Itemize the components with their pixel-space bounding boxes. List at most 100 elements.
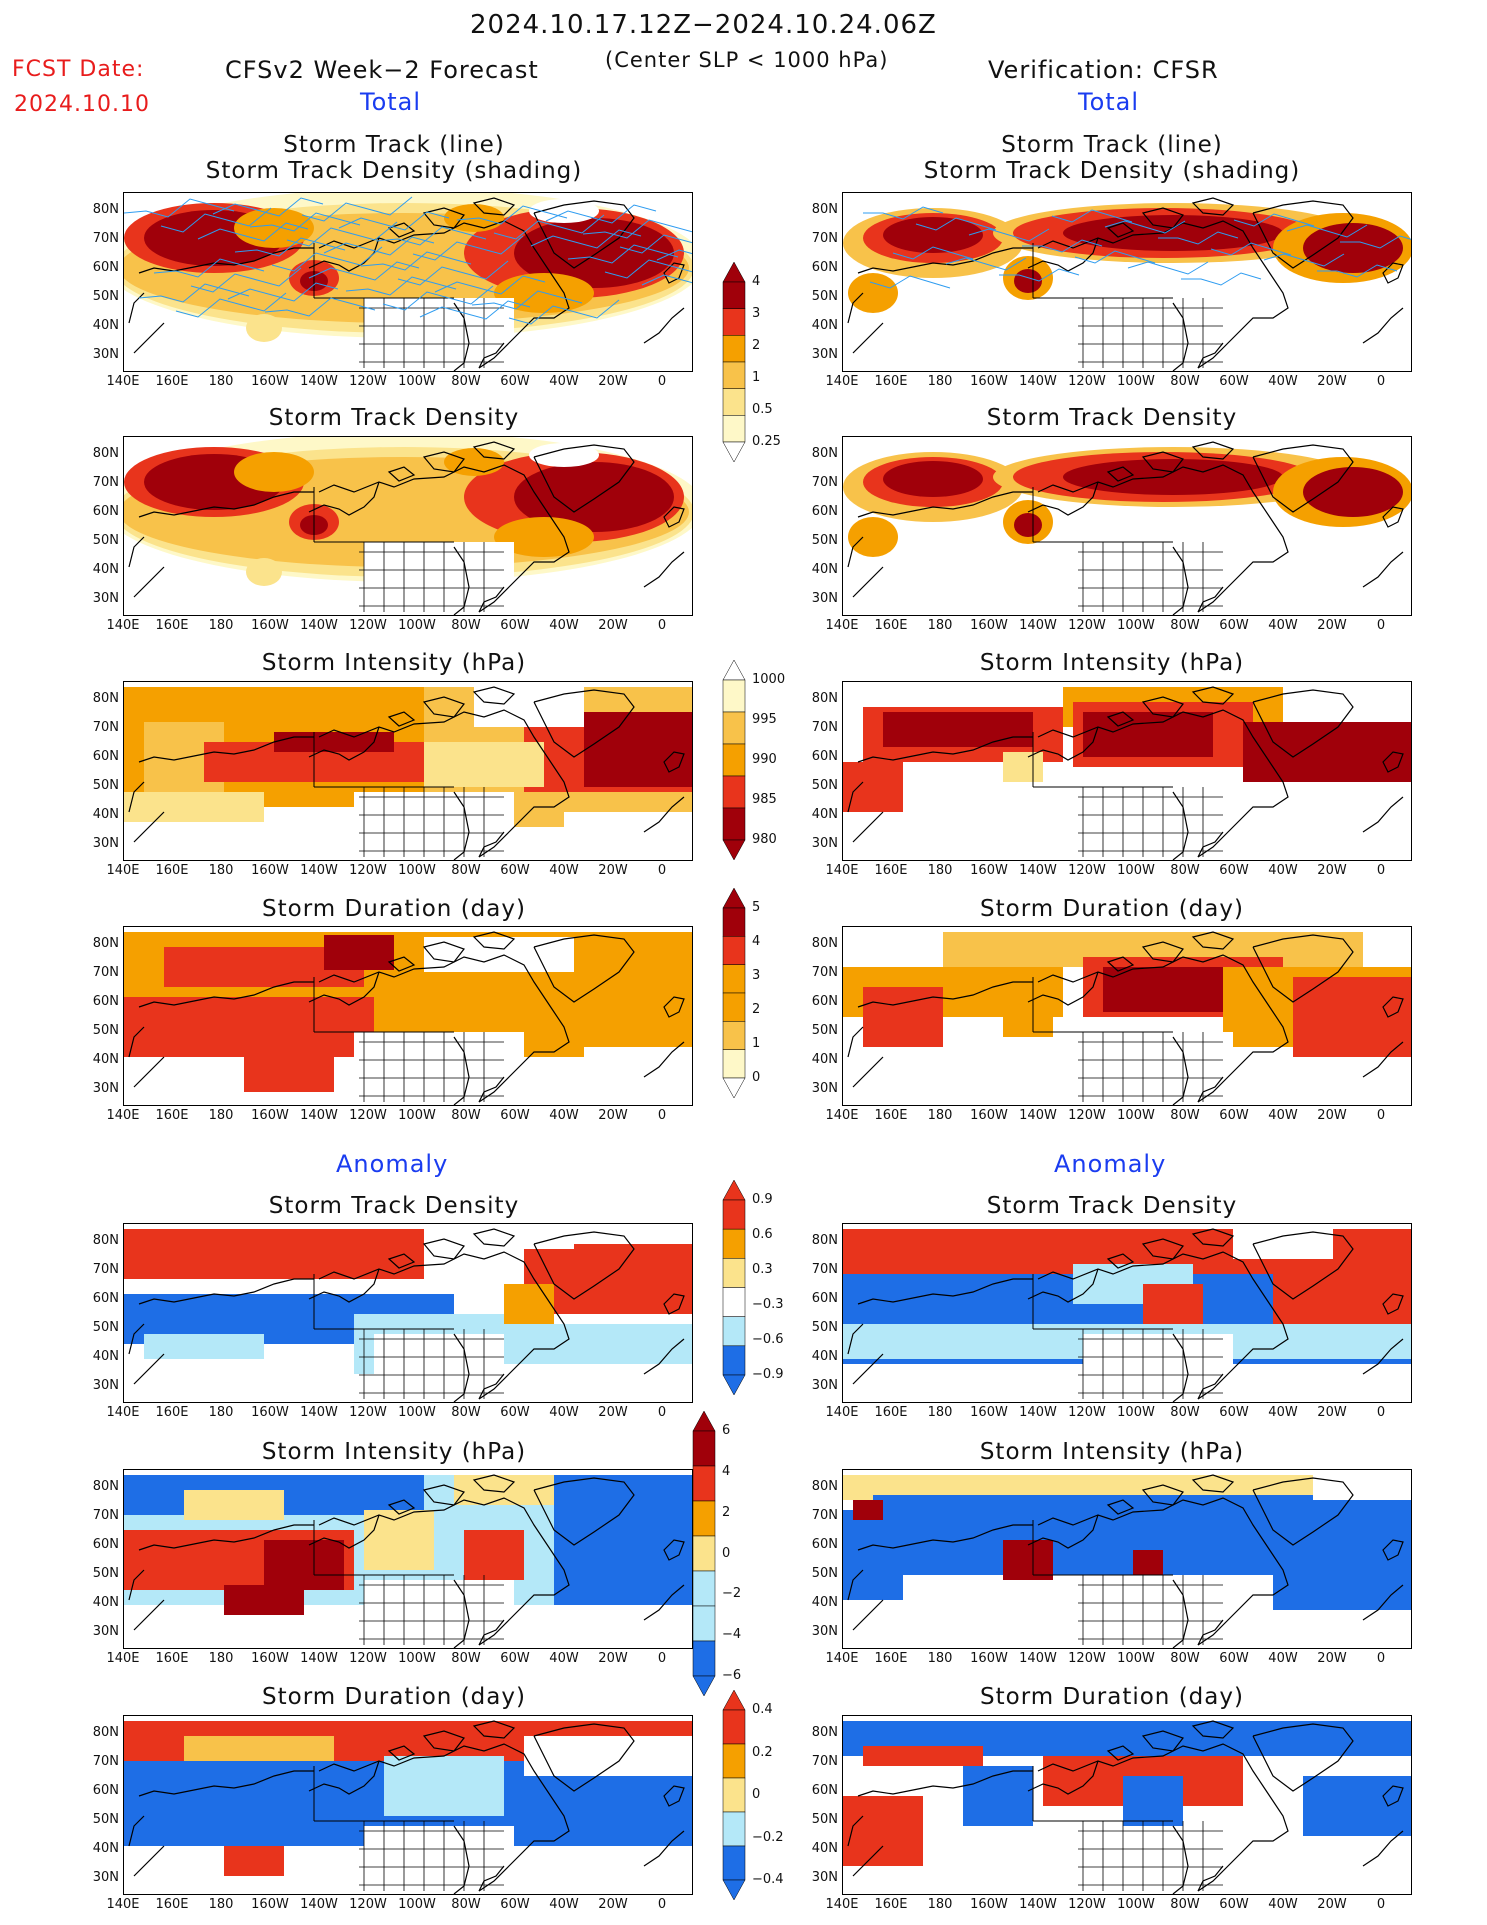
lon-label: 120W <box>349 1897 387 1912</box>
map-intensity-verification <box>842 681 1412 861</box>
lat-label: 60N <box>92 1291 119 1306</box>
lat-label: 40N <box>92 318 119 333</box>
lon-label: 40W <box>1268 863 1298 878</box>
lon-label: 60W <box>500 1651 530 1666</box>
lon-label: 160E <box>874 1108 908 1123</box>
title-track-line-right: Storm Track (line) <box>1001 132 1223 158</box>
lat-label: 40N <box>92 1349 119 1364</box>
lon-label: 160W <box>251 1405 289 1420</box>
lat-label: 70N <box>811 1262 838 1277</box>
lat-label: 50N <box>811 1320 838 1335</box>
lat-label: 40N <box>92 1841 119 1856</box>
colorbar-label: 980 <box>752 832 777 847</box>
lon-label: 80W <box>451 618 481 633</box>
colorbar-label: 5 <box>752 900 761 915</box>
lon-label: 160E <box>874 374 908 389</box>
map-track-forecast <box>123 192 693 372</box>
lat-label: 70N <box>811 475 838 490</box>
lon-label: 160W <box>970 863 1008 878</box>
lat-label: 50N <box>811 1566 838 1581</box>
lon-label: 180 <box>208 374 234 389</box>
lat-label: 30N <box>811 1081 838 1096</box>
map-track-verification <box>842 192 1412 372</box>
title-anom-duration-left: Storm Duration (day) <box>262 1684 526 1710</box>
lon-label: 40W <box>1268 1108 1298 1123</box>
lon-label: 100W <box>1117 374 1155 389</box>
title-anom-intensity-left: Storm Intensity (hPa) <box>261 1439 527 1465</box>
lat-label: 70N <box>92 1508 119 1523</box>
lon-label: 20W <box>1317 1897 1347 1912</box>
lat-label: 40N <box>811 318 838 333</box>
colorbar-intensity <box>720 659 750 864</box>
lon-label: 20W <box>598 1405 628 1420</box>
lon-label: 180 <box>208 1108 234 1123</box>
lon-label: 160W <box>970 1108 1008 1123</box>
colorbar-anom-density <box>720 1179 750 1399</box>
lon-label: 120W <box>349 863 387 878</box>
lon-label: 180 <box>927 374 953 389</box>
colorbar-duration <box>720 887 750 1102</box>
lat-label: 70N <box>811 231 838 246</box>
lon-label: 160W <box>251 863 289 878</box>
lat-label: 30N <box>811 591 838 606</box>
map-anom_intensity-verification <box>842 1469 1412 1649</box>
lat-label: 80N <box>92 1725 119 1740</box>
lon-label: 160E <box>155 1651 189 1666</box>
lon-label: 40W <box>549 618 579 633</box>
lat-label: 60N <box>811 1537 838 1552</box>
lat-label: 60N <box>811 749 838 764</box>
lon-label: 100W <box>1117 1897 1155 1912</box>
lon-label: 40W <box>549 1405 579 1420</box>
lat-label: 80N <box>92 1233 119 1248</box>
lon-label: 140E <box>825 1405 859 1420</box>
lat-label: 50N <box>811 1812 838 1827</box>
lat-label: 30N <box>92 1870 119 1885</box>
lon-label: 120W <box>1068 1405 1106 1420</box>
lon-label: 20W <box>598 1651 628 1666</box>
fcst-date-value: 2024.10.10 <box>14 92 150 117</box>
colorbar-label: −0.6 <box>752 1332 784 1347</box>
total-label-right: Total <box>1078 88 1140 116</box>
colorbar-label: 0 <box>752 1070 761 1085</box>
title-density-left: Storm Track Density <box>268 405 520 431</box>
lon-label: 120W <box>349 618 387 633</box>
lat-label: 80N <box>811 446 838 461</box>
map-density-forecast <box>123 436 693 616</box>
lat-label: 80N <box>811 936 838 951</box>
lat-label: 50N <box>92 1023 119 1038</box>
lon-label: 140W <box>300 863 338 878</box>
lat-label: 60N <box>811 1783 838 1798</box>
lon-label: 180 <box>927 1405 953 1420</box>
lon-label: 20W <box>598 1108 628 1123</box>
lon-label: 60W <box>500 863 530 878</box>
fcst-date-label: FCST Date: <box>12 57 145 82</box>
lon-label: 80W <box>451 374 481 389</box>
colorbar-label: 0.5 <box>752 402 773 417</box>
lon-label: 80W <box>451 863 481 878</box>
colorbar-label: −6 <box>722 1668 742 1683</box>
title-duration-left: Storm Duration (day) <box>262 896 526 922</box>
lat-label: 70N <box>811 1508 838 1523</box>
lat-label: 60N <box>92 1537 119 1552</box>
lat-label: 60N <box>92 749 119 764</box>
lat-label: 30N <box>811 1624 838 1639</box>
colorbar-label: 0.9 <box>752 1192 773 1207</box>
lat-label: 50N <box>811 289 838 304</box>
lon-label: 120W <box>1068 1897 1106 1912</box>
lon-label: 160E <box>155 1897 189 1912</box>
lon-label: 140E <box>106 863 140 878</box>
lon-label: 120W <box>1068 618 1106 633</box>
lon-label: 120W <box>1068 1108 1106 1123</box>
lat-label: 60N <box>92 260 119 275</box>
lon-label: 160W <box>251 374 289 389</box>
lon-label: 140W <box>300 618 338 633</box>
lon-label: 160W <box>970 1897 1008 1912</box>
lon-label: 40W <box>549 863 579 878</box>
lon-label: 40W <box>1268 1405 1298 1420</box>
colorbar-label: 0 <box>722 1545 731 1561</box>
lon-label: 80W <box>451 1108 481 1123</box>
lon-label: 160W <box>970 1651 1008 1666</box>
lon-label: 120W <box>349 1108 387 1123</box>
colorbar-label: 0.2 <box>752 1744 773 1760</box>
lon-label: 180 <box>927 1897 953 1912</box>
